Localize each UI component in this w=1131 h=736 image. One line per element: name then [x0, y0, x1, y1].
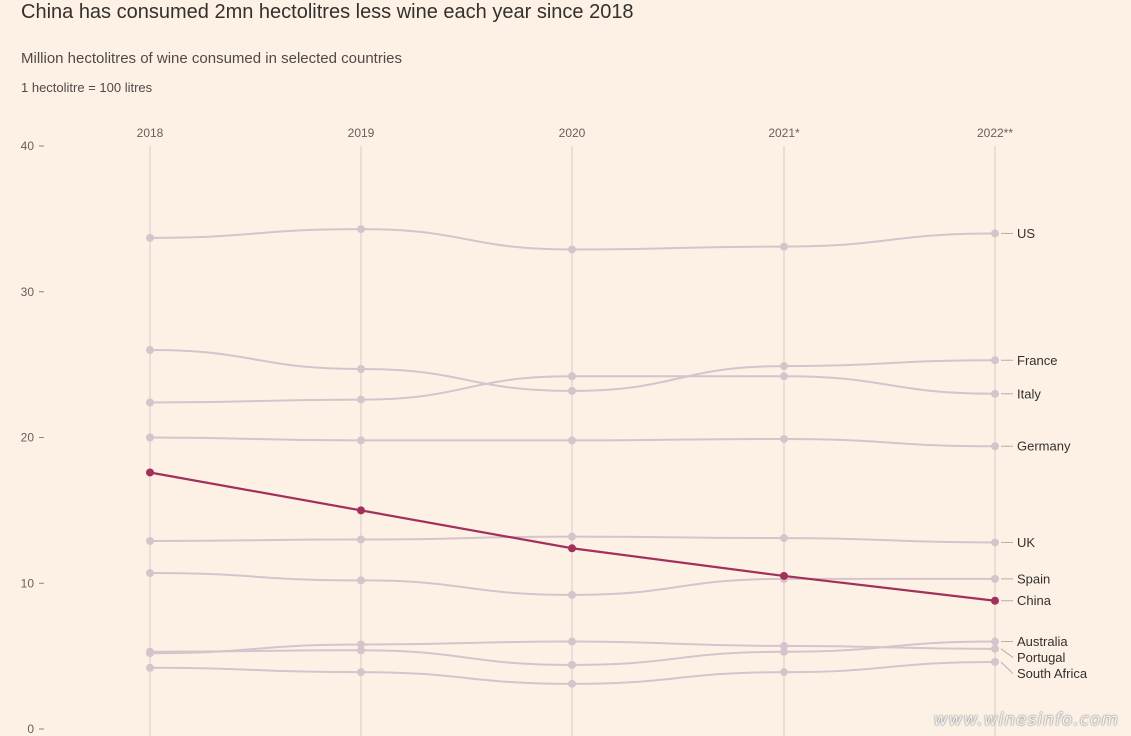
chart-subtitle: Million hectolitres of wine consumed in … [21, 50, 403, 67]
series-germany [146, 433, 999, 451]
x-tick-label: 2018 [137, 126, 164, 140]
data-point-china [357, 506, 365, 515]
x-axis: 2018 2019 2020 2021* 2022** [137, 126, 1014, 140]
data-point-china [146, 468, 154, 477]
data-point-portugal [357, 640, 365, 649]
data-point-us [991, 229, 999, 238]
data-point-france [780, 362, 788, 371]
data-point-uk [146, 536, 154, 545]
data-point-italy [357, 395, 365, 404]
data-point-us [357, 225, 365, 234]
y-axis: 0 10 20 30 40 [21, 139, 44, 736]
series-label-south-africa: South Africa [1017, 666, 1088, 681]
data-point-italy [780, 372, 788, 381]
data-point-china [991, 596, 999, 605]
data-point-australia [146, 647, 154, 656]
data-point-uk [568, 532, 576, 541]
data-point-france [357, 364, 365, 373]
data-point-germany [568, 436, 576, 445]
y-tick-label: 30 [21, 285, 35, 299]
data-point-spain [357, 576, 365, 585]
x-tick-label: 2022** [977, 126, 1013, 140]
data-point-portugal [991, 644, 999, 653]
data-point-uk [357, 535, 365, 544]
series-us [146, 225, 999, 254]
data-point-south-africa [780, 668, 788, 677]
series-uk [146, 532, 999, 547]
data-point-australia [568, 660, 576, 669]
data-point-italy [991, 389, 999, 398]
series-label-china: China [1017, 593, 1052, 608]
data-point-germany [357, 436, 365, 445]
x-tick-label: 2019 [348, 126, 375, 140]
series-france [146, 346, 999, 395]
data-point-portugal [568, 637, 576, 646]
data-point-china [568, 544, 576, 553]
data-point-germany [146, 433, 154, 442]
data-point-south-africa [991, 657, 999, 666]
series-label-australia: Australia [1017, 634, 1068, 649]
chart-title: China has consumed 2mn hectolitres less … [21, 1, 634, 23]
data-point-australia [780, 647, 788, 656]
data-point-south-africa [568, 679, 576, 688]
y-tick-label: 20 [21, 431, 35, 445]
unit-note: 1 hectolitre = 100 litres [21, 80, 153, 95]
data-point-china [780, 571, 788, 580]
data-point-france [146, 346, 154, 355]
data-point-portugal [780, 641, 788, 650]
series-lines [146, 225, 999, 688]
x-tick-label: 2021* [768, 126, 800, 140]
series-australia [146, 637, 999, 669]
label-leader-portugal [1000, 648, 1014, 658]
data-point-spain [991, 574, 999, 583]
data-point-italy [568, 372, 576, 381]
series-label-portugal: Portugal [1017, 650, 1066, 665]
data-point-south-africa [146, 663, 154, 672]
series-label-germany: Germany [1017, 439, 1071, 454]
data-point-spain [568, 590, 576, 599]
data-point-us [780, 242, 788, 251]
data-point-germany [780, 434, 788, 443]
series-italy [146, 372, 999, 407]
y-tick-label: 10 [21, 576, 35, 590]
series-south-africa [146, 657, 999, 688]
data-point-australia [357, 646, 365, 655]
data-point-spain [146, 569, 154, 578]
series-label-us: US [1017, 226, 1035, 241]
data-point-south-africa [357, 668, 365, 677]
watermark-text: www.winesinfo.com [933, 710, 1119, 730]
data-point-australia [991, 637, 999, 646]
series-label-italy: Italy [1017, 386, 1041, 401]
series-labels: US France Italy Germany UK Spain China Australi… [1000, 226, 1088, 681]
label-leader-south-africa [1000, 661, 1014, 674]
data-point-france [568, 386, 576, 395]
series-label-spain: Spain [1017, 571, 1050, 586]
data-point-us [146, 233, 154, 242]
data-point-uk [991, 538, 999, 547]
x-tick-label: 2020 [559, 126, 586, 140]
data-point-italy [146, 398, 154, 407]
data-point-germany [991, 442, 999, 451]
series-china [146, 468, 999, 605]
data-point-france [991, 356, 999, 365]
y-tick-label: 0 [27, 722, 34, 736]
y-tick-label: 40 [21, 139, 35, 153]
data-point-uk [780, 534, 788, 543]
data-point-us [568, 245, 576, 254]
series-label-uk: UK [1017, 535, 1035, 550]
series-label-france: France [1017, 353, 1057, 368]
